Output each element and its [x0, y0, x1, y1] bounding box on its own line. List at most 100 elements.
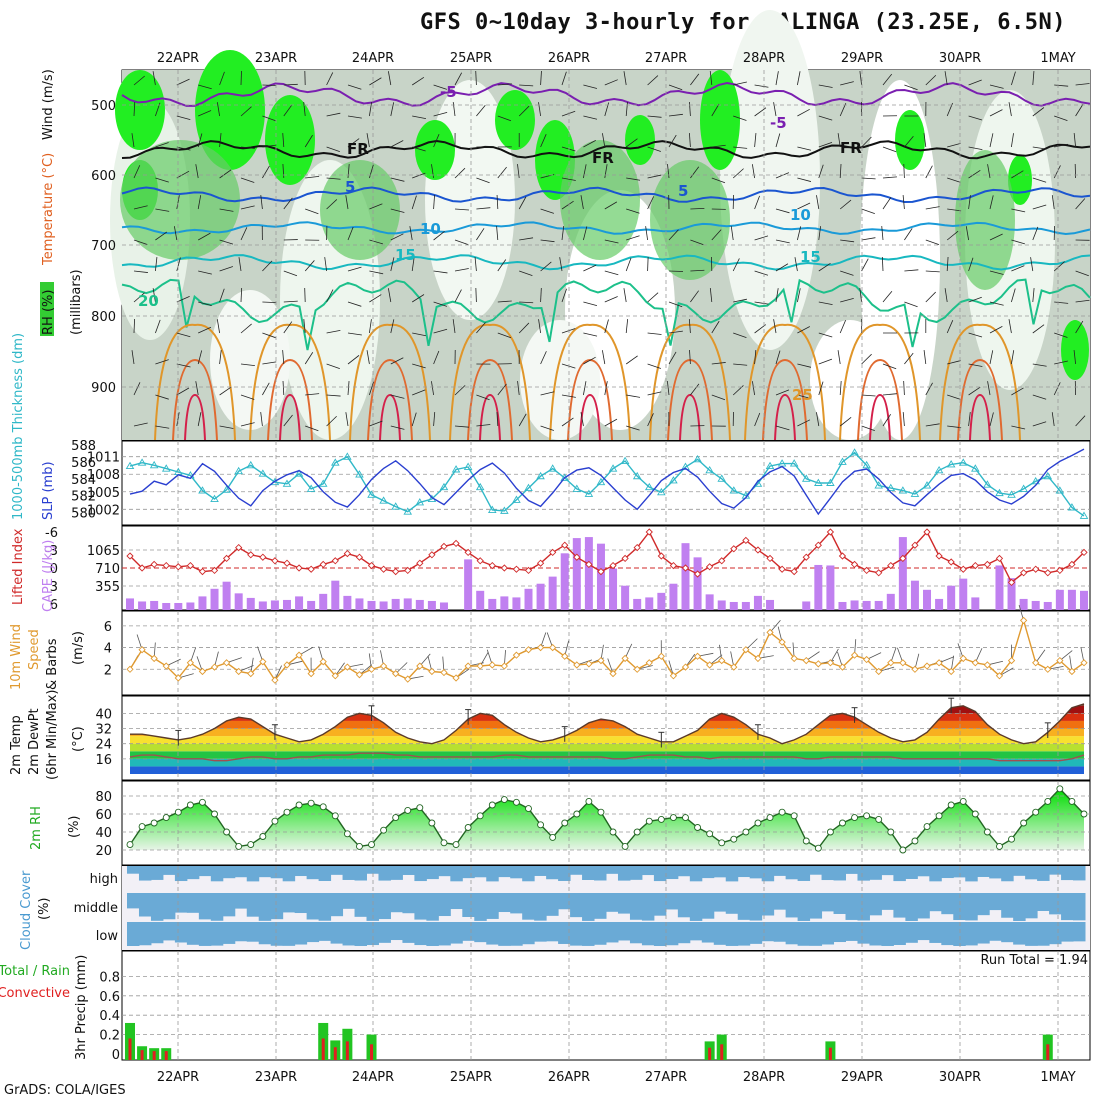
wind-barb — [452, 102, 456, 117]
li-line-point — [295, 564, 303, 572]
thickness-line-point — [801, 474, 811, 482]
li-line-point — [464, 548, 472, 557]
cloud-bar — [402, 893, 415, 914]
wind-speed-line-point — [609, 669, 617, 678]
cloud-bar — [450, 866, 463, 882]
wind-barb — [903, 163, 905, 179]
date-label-top: 24APR — [352, 51, 394, 66]
wind-barb — [754, 412, 761, 427]
cloud-bar — [1049, 893, 1062, 915]
tick-label: 24 — [95, 738, 112, 753]
cloud-bar — [785, 922, 799, 945]
wind-barb — [925, 74, 937, 86]
wind-barb — [818, 358, 833, 365]
wind-barb — [195, 164, 199, 179]
rh-line-point — [911, 837, 919, 845]
li-line-point — [186, 561, 195, 570]
wind-label-2: Speed — [27, 629, 42, 670]
wind-barb — [904, 136, 914, 148]
temp-contour-25 — [839, 323, 921, 441]
wind-barb — [989, 133, 994, 148]
wind-barb — [859, 288, 862, 303]
wind-barb — [690, 269, 705, 272]
wind-barb — [540, 351, 547, 365]
date-label-bottom: 30APR — [939, 1070, 981, 1085]
wind-barb — [580, 195, 584, 210]
li-line-point — [500, 564, 508, 572]
wind-barb — [733, 115, 747, 121]
cloud-bar — [570, 922, 583, 946]
cape-bar — [898, 537, 907, 610]
wind-speed-line-point — [488, 661, 496, 669]
thickness-line-point — [258, 469, 268, 477]
wind-barb — [454, 72, 463, 86]
wind-barb — [625, 355, 638, 365]
date-label-top: 1MAY — [1040, 51, 1075, 66]
wind-barb — [775, 288, 779, 303]
rh-line-point — [851, 814, 859, 822]
cloud-bar — [929, 866, 942, 882]
rh-line-point — [754, 819, 762, 827]
tick-label: 355 — [95, 580, 120, 595]
rh-line-point — [126, 841, 134, 849]
wind-barb — [474, 257, 477, 272]
wind-barb — [387, 71, 392, 86]
cape-bar — [138, 601, 147, 610]
wind-barb — [1073, 133, 1076, 148]
wind-barb — [262, 382, 270, 396]
wind-barb — [625, 257, 632, 272]
li-line-point — [585, 560, 593, 569]
wind-speed-line-point — [1068, 667, 1076, 676]
cloud-bar — [210, 893, 224, 921]
wind-speed-line-point — [512, 651, 521, 659]
cloud-bar — [354, 922, 367, 946]
wind-barb — [518, 105, 530, 117]
wind-barb — [538, 319, 541, 334]
wind-speed-line-point — [138, 646, 146, 654]
thickness-line-point — [512, 495, 521, 503]
wind-barb — [240, 422, 255, 427]
wind-barb — [517, 164, 520, 179]
date-axis-top: 22APR 23APR 24APR 25APR 26APR 27APR 28APR 29APR… — [157, 51, 1076, 66]
cloud-bar — [186, 866, 200, 880]
wind-barb — [689, 102, 691, 117]
rh-line-point — [657, 815, 665, 823]
cloud-bar — [474, 922, 487, 943]
wind-barb — [944, 288, 948, 303]
wind-barb — [968, 195, 971, 210]
wind-barb — [155, 177, 169, 183]
wind-speed-line-point — [198, 667, 207, 676]
wind-barb — [732, 168, 744, 179]
li-line-point — [621, 554, 629, 563]
rh-line-point — [343, 830, 351, 838]
wind-barb — [497, 115, 512, 122]
wind-barb — [326, 199, 338, 210]
wind-barb — [518, 413, 527, 427]
wind-barb — [133, 318, 135, 334]
wind-barb — [283, 321, 293, 334]
cloud-bar — [893, 866, 906, 882]
wind-barb-10m — [479, 651, 489, 667]
li-line-point — [681, 564, 690, 572]
wind-speed-line-point — [681, 663, 690, 671]
cloud-bar — [546, 922, 559, 942]
wind-barb — [604, 381, 608, 396]
cloud-bar — [749, 866, 763, 879]
wind-barb — [433, 112, 448, 117]
cloud-bar — [510, 866, 523, 879]
wind-barb — [326, 289, 334, 303]
wind-barb — [754, 133, 757, 148]
temp-label-4: (°C) — [71, 726, 86, 752]
wind-barb — [475, 287, 477, 303]
thickness-line-point — [161, 464, 171, 472]
wind-barb — [626, 177, 641, 181]
wind-barb — [1054, 143, 1069, 148]
rh-line-point — [573, 810, 581, 818]
cloud-bar — [462, 866, 475, 879]
cloud-bar — [438, 893, 451, 917]
cape-bar — [282, 599, 291, 610]
cape-bar — [198, 596, 207, 610]
wind-barb — [133, 101, 136, 117]
wind-barb — [882, 197, 892, 210]
cloud-bar — [917, 866, 930, 877]
